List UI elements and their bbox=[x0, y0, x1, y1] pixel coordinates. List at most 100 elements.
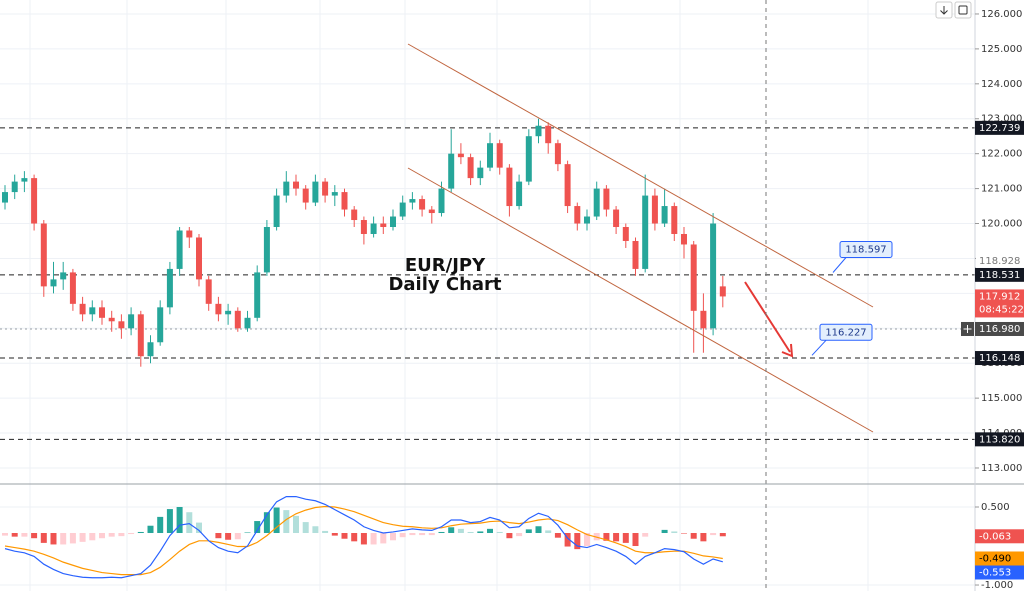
histogram-bar bbox=[603, 533, 610, 541]
level-box bbox=[975, 432, 1024, 447]
candle-body bbox=[118, 321, 125, 329]
annotation-title: EUR/JPY bbox=[405, 255, 486, 276]
histogram-bar bbox=[225, 533, 232, 540]
candle-body bbox=[642, 195, 649, 269]
annotation-subtitle: Daily Chart bbox=[388, 274, 501, 295]
alert-box bbox=[976, 253, 1024, 268]
histogram-bar bbox=[166, 509, 173, 534]
histogram-bar bbox=[283, 510, 290, 534]
candle-body bbox=[700, 310, 707, 329]
candle-body bbox=[690, 244, 697, 311]
histogram-bar bbox=[176, 507, 183, 534]
candle-body bbox=[477, 167, 484, 179]
signal-last-box bbox=[975, 551, 1024, 566]
signal-line bbox=[4, 505, 723, 576]
level-box bbox=[975, 351, 1024, 366]
histogram-bar bbox=[351, 533, 358, 542]
crosshair-label: 116.980 bbox=[979, 324, 1020, 335]
candle-body bbox=[11, 181, 18, 193]
candle-body bbox=[40, 223, 47, 287]
candle-body bbox=[31, 178, 38, 224]
level-label: 118.531 bbox=[979, 270, 1020, 281]
histogram-bar bbox=[525, 529, 532, 534]
histogram-bar bbox=[128, 533, 135, 535]
candle-body bbox=[467, 157, 474, 179]
candle-body bbox=[554, 143, 561, 165]
candle-body bbox=[661, 206, 668, 224]
histogram-bar bbox=[89, 533, 96, 541]
histogram-bar bbox=[147, 525, 154, 534]
last-price-label: 117.912 bbox=[979, 291, 1020, 302]
channel-upper bbox=[407, 43, 874, 308]
candle-body bbox=[380, 223, 387, 228]
overlays: 122.739 118.531 116.148 113.820 118.928 116.9… bbox=[811, 120, 1024, 580]
level-label: 122.739 bbox=[979, 123, 1020, 134]
histogram-bar bbox=[60, 533, 67, 545]
macd-pane bbox=[2, 495, 726, 579]
candle-body bbox=[254, 272, 261, 318]
histogram-bar bbox=[234, 533, 241, 540]
histogram-bar bbox=[700, 533, 707, 542]
candle-body bbox=[419, 199, 426, 210]
histogram-bar bbox=[545, 530, 552, 534]
histogram-bar bbox=[632, 533, 639, 547]
candle-body bbox=[671, 206, 678, 234]
histogram-bar bbox=[273, 507, 280, 534]
y-tick-label: 115.000 bbox=[981, 393, 1022, 404]
candle-body bbox=[166, 268, 173, 308]
histogram-bar bbox=[554, 533, 561, 538]
candle-body bbox=[438, 188, 445, 214]
histogram-bar bbox=[11, 533, 18, 537]
histogram-bar bbox=[516, 533, 523, 537]
signal-last-label: -0.490 bbox=[979, 553, 1011, 564]
histogram-bar bbox=[409, 533, 416, 536]
callout-pointer bbox=[832, 257, 847, 273]
drawings: EUR/JPY Daily Chart bbox=[388, 0, 874, 591]
histogram-bar bbox=[477, 531, 484, 534]
arrow-shaft bbox=[744, 281, 791, 353]
histogram-bar bbox=[69, 533, 76, 544]
histogram-bar bbox=[157, 516, 164, 534]
candle-body bbox=[176, 230, 183, 269]
candle-body bbox=[293, 181, 299, 189]
candle-body bbox=[21, 178, 28, 182]
candle-body bbox=[273, 195, 280, 228]
histogram-bar bbox=[108, 533, 115, 537]
histogram-bar bbox=[254, 521, 261, 534]
candle-body bbox=[351, 209, 358, 221]
candle-body bbox=[157, 307, 164, 343]
y-tick-label: 126.000 bbox=[981, 9, 1022, 20]
histogram-bar bbox=[31, 533, 38, 539]
histogram-bar bbox=[390, 533, 396, 541]
candle-body bbox=[283, 181, 290, 196]
candle-body bbox=[69, 272, 76, 304]
candle-body bbox=[593, 188, 600, 217]
candle-body bbox=[584, 216, 590, 224]
histogram-bar bbox=[584, 533, 590, 547]
fullscreen-button[interactable] bbox=[954, 1, 972, 19]
histogram-bar bbox=[467, 531, 474, 534]
y-tick-label: 122.000 bbox=[981, 149, 1022, 160]
candle-body bbox=[128, 314, 135, 329]
histogram-bar bbox=[341, 533, 348, 539]
histogram-bar bbox=[293, 515, 299, 534]
candle-body bbox=[632, 240, 639, 269]
last-price-box bbox=[975, 289, 1024, 318]
histogram-bar bbox=[331, 533, 338, 536]
scroll-icon bbox=[940, 6, 948, 15]
level-box bbox=[975, 120, 1024, 135]
callout-label: 118.597 bbox=[845, 245, 886, 256]
candle-body bbox=[399, 202, 406, 217]
histogram-bar bbox=[99, 533, 105, 539]
histogram-bar bbox=[380, 533, 387, 544]
candle-body bbox=[205, 279, 212, 304]
candle-body bbox=[603, 188, 610, 210]
channel-lower bbox=[407, 167, 874, 433]
level-label: 116.148 bbox=[979, 353, 1020, 364]
histogram-bar bbox=[428, 533, 435, 536]
histogram-bar bbox=[438, 531, 445, 534]
histogram-bar bbox=[535, 526, 542, 534]
callout-label: 116.227 bbox=[825, 327, 866, 338]
histogram-last-box bbox=[975, 529, 1024, 544]
